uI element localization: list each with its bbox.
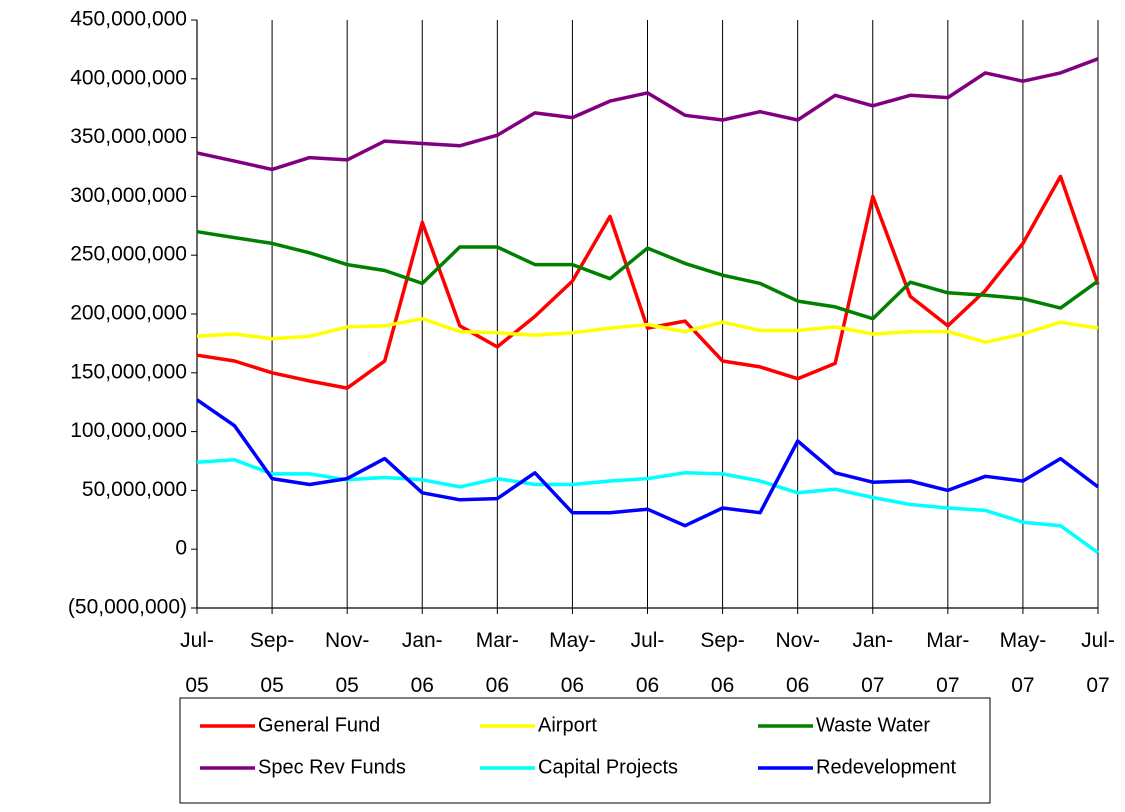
x-tick-label-line: 07 <box>1086 674 1109 697</box>
x-tick-label: Jan- 06 <box>402 629 443 697</box>
x-tick-label-line: 07 <box>1011 674 1034 697</box>
y-tick-label: 450,000,000 <box>70 8 187 31</box>
x-tick-label-line: May- <box>549 629 596 652</box>
series-line <box>196 398 1100 528</box>
y-tick-label: 50,000,000 <box>82 478 187 501</box>
y-tick-label: 250,000,000 <box>70 243 187 266</box>
x-tick-label-line: Sep- <box>250 629 294 652</box>
x-tick-label-line: 05 <box>260 674 283 697</box>
x-tick-label-line: 07 <box>861 674 884 697</box>
y-tick-label: 300,000,000 <box>70 184 187 207</box>
legend-label: Redevelopment <box>816 756 957 778</box>
x-tick-label-line: Sep- <box>700 629 744 652</box>
legend-box <box>179 697 991 804</box>
x-tick-label: Sep- 06 <box>700 629 744 697</box>
y-tick-label: 100,000,000 <box>70 419 187 442</box>
x-tick-label-line: 05 <box>335 674 358 697</box>
x-tick-label: Mar- 06 <box>476 629 519 697</box>
x-tick-label-line: Jan- <box>852 629 893 652</box>
x-tick-label-line: Jul- <box>631 629 665 652</box>
x-tick-label-line: Jul- <box>180 629 214 652</box>
x-tick-label-line: 06 <box>636 674 659 697</box>
x-tick-label-line: 06 <box>411 674 434 697</box>
x-tick-label: Jul- 07 <box>1081 629 1115 697</box>
x-tick-label-line: Mar- <box>476 629 519 652</box>
x-tick-label-line: 06 <box>486 674 509 697</box>
x-tick-label-line: Nov- <box>775 629 819 652</box>
x-tick-label-line: 06 <box>711 674 734 697</box>
legend-label: Spec Rev Funds <box>258 756 406 778</box>
x-tick-label-line: Nov- <box>325 629 369 652</box>
y-tick-label: 150,000,000 <box>70 360 187 383</box>
series-line <box>196 57 1099 172</box>
x-tick-label: Jul- 05 <box>180 629 214 697</box>
legend-label: Airport <box>538 714 597 736</box>
x-tick-label-line: Jul- <box>1081 629 1115 652</box>
series-line <box>196 316 1099 344</box>
x-tick-label: Nov- 06 <box>775 629 819 697</box>
legend-label: Waste Water <box>816 714 930 736</box>
x-tick-label: Jul- 06 <box>631 629 665 697</box>
legend-label: General Fund <box>258 714 380 736</box>
x-tick-label: Jan- 07 <box>852 629 893 697</box>
x-tick-label-line: Mar- <box>926 629 969 652</box>
y-tick-label: (50,000,000) <box>68 596 187 619</box>
x-tick-label: May- 07 <box>1000 629 1047 697</box>
series-line <box>196 174 1100 390</box>
legend: General Fund Airport Waste Water Spec Rev F… <box>179 697 991 804</box>
y-tick-label: 200,000,000 <box>70 302 187 325</box>
x-tick-label-line: Jan- <box>402 629 443 652</box>
series-line <box>196 229 1100 321</box>
legend-label: Capital Projects <box>538 756 678 778</box>
x-tick-label: Nov- 05 <box>325 629 369 697</box>
x-tick-label-line: 06 <box>561 674 584 697</box>
x-tick-label-line: May- <box>1000 629 1047 652</box>
x-tick-label-line: 06 <box>786 674 809 697</box>
x-tick-label: Mar- 07 <box>926 629 969 697</box>
x-tick-label: May- 06 <box>549 629 596 697</box>
y-tick-label: 400,000,000 <box>70 66 187 89</box>
y-tick-label: 350,000,000 <box>70 125 187 148</box>
x-tick-label-line: 05 <box>185 674 208 697</box>
y-tick-label: 0 <box>175 537 187 560</box>
x-tick-label: Sep- 05 <box>250 629 294 697</box>
x-tick-label-line: 07 <box>936 674 959 697</box>
